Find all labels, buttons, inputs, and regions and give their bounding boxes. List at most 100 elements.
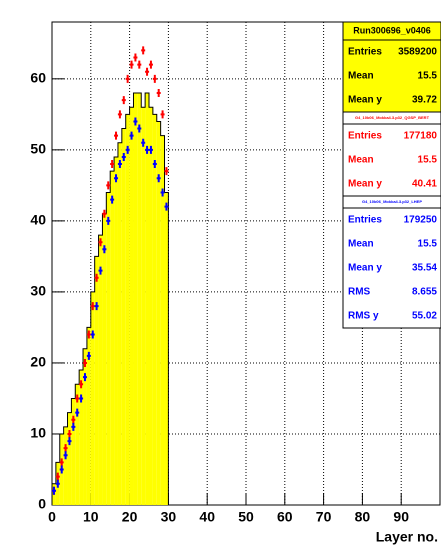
stats-value: 55.02 <box>412 311 437 322</box>
data-point <box>102 209 107 218</box>
data-point <box>121 152 126 161</box>
data-point <box>90 302 95 311</box>
stats-box <box>342 195 441 329</box>
stats-label: Entries <box>348 215 382 226</box>
histogram-bar <box>90 291 95 505</box>
data-point <box>110 160 115 169</box>
data-point <box>117 160 122 169</box>
histogram-bar <box>75 384 80 505</box>
data-point <box>67 437 72 446</box>
data-point <box>59 458 64 467</box>
data-point <box>145 145 150 154</box>
histogram-bar <box>102 213 107 505</box>
stats-title: Run300696_v0406 <box>353 25 431 35</box>
data-point <box>114 131 119 140</box>
x-tick-label: 20 <box>122 509 138 525</box>
data-point <box>67 429 72 438</box>
data-point <box>55 479 60 488</box>
histogram-bar <box>110 171 115 506</box>
data-point <box>79 394 84 403</box>
data-point <box>141 46 146 55</box>
stats-label: Mean <box>348 71 374 82</box>
x-tick-label: 50 <box>238 509 254 525</box>
stats-value: 179250 <box>404 215 438 226</box>
histogram-bar <box>164 192 169 505</box>
data-point <box>82 373 87 382</box>
x-tick-label: 80 <box>355 509 371 525</box>
data-point <box>110 195 115 204</box>
data-point <box>137 124 142 133</box>
stats-title: G4_10b06_Mokka4.3.p32_LHEP <box>362 199 422 204</box>
stats-label: Mean y <box>348 179 382 190</box>
stats-label: Mean y <box>348 95 382 106</box>
stats-value: 15.5 <box>418 71 438 82</box>
stats-value: 3589200 <box>398 47 437 58</box>
stats-label: RMS <box>348 287 371 298</box>
data-point <box>75 394 80 403</box>
histogram-bar <box>114 156 118 506</box>
data-point <box>152 160 157 169</box>
data-point <box>148 145 153 154</box>
histogram-bar <box>67 412 72 505</box>
data-point <box>94 273 99 282</box>
data-point <box>106 181 111 190</box>
stats-label: Mean <box>348 239 374 250</box>
data-point <box>145 67 150 76</box>
x-tick-label: 60 <box>277 509 293 525</box>
data-point <box>125 74 130 83</box>
histogram-bar <box>137 93 142 505</box>
y-tick-label: 10 <box>30 425 46 441</box>
data-point <box>125 145 130 154</box>
histogram-bar <box>98 235 103 505</box>
histogram-bar <box>106 192 111 505</box>
data-point <box>98 238 103 247</box>
x-tick-label: 70 <box>316 509 332 525</box>
x-tick-label: 0 <box>48 509 56 525</box>
data-point <box>90 330 95 339</box>
data-point <box>63 444 68 453</box>
histogram-bar <box>145 93 149 505</box>
stats-label: Mean <box>348 155 374 166</box>
stats-value: 15.5 <box>418 155 438 166</box>
stats-box <box>342 111 441 197</box>
data-point <box>75 408 80 417</box>
x-tick-label: 90 <box>393 509 409 525</box>
stats-value: 15.5 <box>418 239 438 250</box>
data-point <box>133 53 138 62</box>
stats-box <box>342 21 441 113</box>
y-tick-label: 50 <box>30 141 46 157</box>
histogram-bar <box>79 370 84 505</box>
y-tick-label: 60 <box>30 70 46 86</box>
stats-value: 39.72 <box>412 95 437 106</box>
data-point <box>51 486 56 495</box>
data-point <box>160 188 165 197</box>
data-point <box>133 117 138 126</box>
histogram-bar <box>83 348 87 505</box>
x-tick-label: 40 <box>199 509 215 525</box>
data-point <box>156 89 161 98</box>
data-point <box>148 60 153 69</box>
data-point <box>79 380 84 389</box>
data-point <box>55 472 60 481</box>
histogram-bar <box>133 93 138 505</box>
histogram-bar <box>156 121 161 506</box>
data-point <box>86 351 91 360</box>
y-tick-label: 0 <box>38 496 46 512</box>
data-point <box>71 415 76 424</box>
data-point <box>129 131 134 140</box>
stats-value: 35.54 <box>412 263 437 274</box>
data-point <box>102 245 107 254</box>
histogram-bar <box>149 107 153 505</box>
y-tick-label: 30 <box>30 283 46 299</box>
x-tick-label: 30 <box>161 509 177 525</box>
stats-label: Entries <box>348 47 382 58</box>
x-tick-label: 10 <box>83 509 99 525</box>
data-point <box>137 60 142 69</box>
data-point <box>129 60 134 69</box>
data-point <box>164 202 169 211</box>
stats-label: Mean y <box>348 263 382 274</box>
data-point <box>156 174 161 183</box>
stats-value: 177180 <box>404 131 438 142</box>
x-axis-label: Layer no. <box>376 529 438 545</box>
